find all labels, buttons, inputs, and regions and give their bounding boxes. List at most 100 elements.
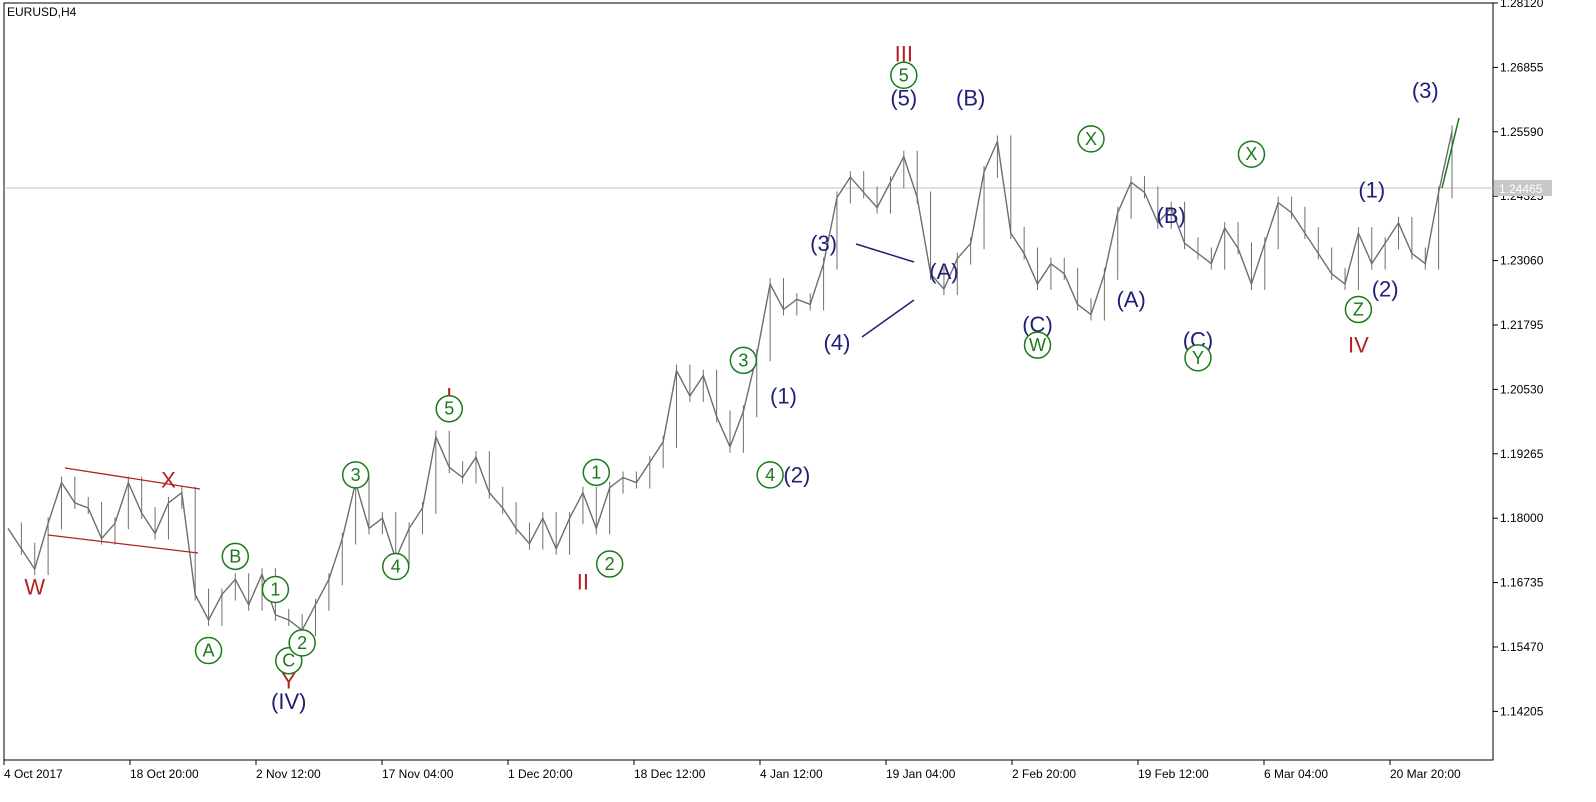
wave-label-text: (B): [956, 86, 985, 111]
wave-label: (B): [1157, 203, 1186, 228]
wave-label-text: W: [1029, 335, 1046, 355]
projection-line: [1441, 117, 1460, 189]
wave-label-circle: [595, 550, 624, 578]
wave-label-text: Z: [1353, 299, 1364, 319]
wave-label-circle: [1344, 295, 1373, 324]
channel-lower-line: [47, 534, 199, 554]
triangle-lower-line: [861, 299, 915, 338]
wave-label-circle: [1237, 140, 1266, 168]
x-tick-label: 17 Nov 04:00: [382, 767, 454, 781]
wave-label-text: (3): [1412, 78, 1439, 103]
wave-label: X: [161, 468, 176, 493]
wave-label-text: (A): [1116, 287, 1145, 312]
wave-label-text: 1: [591, 462, 601, 482]
wave-label-text: 2: [297, 633, 307, 653]
wave-label: A: [194, 636, 223, 665]
wave-label: (3): [810, 231, 837, 256]
wave-label: (2): [783, 462, 810, 487]
wave-lines: [47, 117, 1460, 554]
y-tick-label: 1.26855: [1500, 60, 1544, 74]
wave-label: (4): [824, 330, 851, 355]
wave-label: 4: [381, 552, 410, 581]
wave-label-text: X: [161, 468, 176, 493]
wave-label-text: (5): [890, 86, 917, 111]
wave-label-text: Y: [1192, 348, 1204, 368]
wave-label-text: (3): [810, 231, 837, 256]
x-tick-label: 19 Feb 12:00: [1138, 767, 1209, 781]
wave-label-text: 5: [444, 399, 454, 419]
wave-label-text: Y: [281, 669, 296, 694]
wave-label-text: (IV): [271, 689, 306, 714]
wave-label: 5: [435, 394, 463, 423]
y-tick-label: 1.15470: [1500, 640, 1544, 654]
wave-label: 3: [729, 346, 758, 375]
wave-label: (A): [1116, 287, 1145, 312]
wave-label-circle: [221, 542, 250, 571]
wave-label-text: 5: [899, 65, 909, 85]
wave-label-circle: [582, 458, 611, 487]
x-tick-label: 4 Oct 2017: [4, 767, 63, 781]
wave-label-text: III: [895, 41, 913, 66]
wave-label-text: (2): [783, 462, 810, 487]
wave-label-text: (1): [1358, 177, 1385, 202]
wave-label-text: X: [1245, 144, 1257, 164]
wave-label-text: (4): [824, 330, 851, 355]
wave-label-text: IV: [1348, 333, 1369, 358]
x-tick-label: 6 Mar 04:00: [1264, 767, 1328, 781]
y-tick-label: 1.19265: [1500, 447, 1544, 461]
wave-label-circle: [381, 552, 410, 581]
wave-label: (5): [890, 86, 917, 111]
wave-label-text: 1: [270, 579, 280, 599]
wave-label-circle: [1077, 125, 1105, 153]
chart-symbol: EURUSD,H4: [7, 5, 77, 19]
y-axis: 1.281201.268551.255901.243251.230601.217…: [1493, 0, 1544, 718]
wave-label: 3: [341, 461, 370, 489]
triangle-upper-line: [855, 243, 915, 263]
wave-label: W: [24, 574, 45, 599]
wave-label-text: W: [24, 574, 45, 599]
wave-label-circle: [194, 636, 223, 665]
wave-label: 1: [582, 458, 611, 487]
y-tick-label: 1.20530: [1500, 382, 1544, 396]
x-tick-label: 1 Dec 20:00: [508, 767, 573, 781]
wave-label: Z: [1344, 295, 1373, 324]
wave-label: 4: [756, 461, 784, 489]
wave-label-text: B: [229, 546, 241, 566]
wave-label-circle: [756, 461, 784, 489]
wave-label-text: 4: [391, 557, 401, 577]
wave-label-circle: [729, 346, 758, 375]
wave-label-text: (A): [929, 259, 958, 284]
wave-label: Y: [1184, 344, 1212, 372]
wave-label-text: 4: [765, 465, 775, 485]
wave-label-text: (2): [1372, 277, 1399, 302]
wave-label: (1): [1358, 177, 1385, 202]
wave-label: IV: [1348, 333, 1369, 358]
wave-label: X: [1077, 125, 1105, 153]
y-tick-label: 1.21795: [1500, 318, 1544, 332]
wave-label: Y: [281, 669, 296, 694]
wave-label: II: [577, 569, 589, 594]
wave-label: X: [1237, 140, 1266, 168]
plot-frame: [3, 2, 1494, 761]
x-tick-label: 19 Jan 04:00: [886, 767, 956, 781]
x-tick-label: 2 Nov 12:00: [256, 767, 321, 781]
wave-label-text: 3: [351, 465, 361, 485]
channel-upper-line: [64, 467, 201, 490]
y-tick-label: 1.25590: [1500, 125, 1544, 139]
x-axis: 4 Oct 2017 18 Oct 20:00 2 Nov 12:00 17 Nov …: [3, 760, 1461, 781]
wave-label: 1: [261, 575, 290, 604]
wave-label: (A): [929, 259, 958, 284]
wave-label: (B): [956, 86, 985, 111]
wave-label: B: [221, 542, 250, 571]
wave-label: (IV): [271, 689, 306, 714]
y-tick-label: 1.23060: [1500, 254, 1544, 268]
wave-label-circle: [1023, 331, 1052, 359]
wave-label-text: X: [1085, 129, 1097, 149]
y-tick-label: 1.16735: [1500, 576, 1544, 590]
x-tick-label: 20 Mar 20:00: [1390, 767, 1461, 781]
wave-label-text: A: [203, 641, 215, 661]
x-tick-label: 4 Jan 12:00: [760, 767, 823, 781]
wave-label: (3): [1412, 78, 1439, 103]
wave-label-circle: [1184, 344, 1212, 372]
